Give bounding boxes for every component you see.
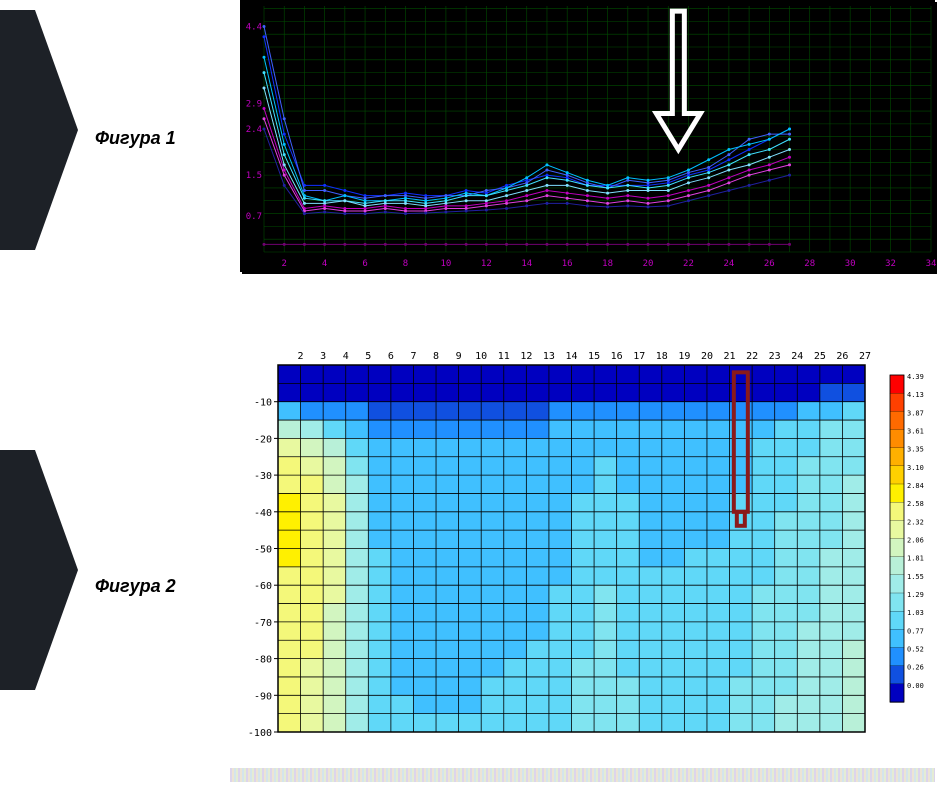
decor-strip (230, 768, 935, 782)
svg-text:0.52: 0.52 (907, 646, 924, 654)
svg-text:16: 16 (562, 259, 573, 269)
svg-text:2.9: 2.9 (246, 99, 262, 109)
svg-text:14: 14 (521, 259, 532, 269)
svg-text:4: 4 (322, 259, 327, 269)
svg-text:34: 34 (926, 259, 937, 269)
svg-text:12: 12 (481, 259, 492, 269)
svg-text:22: 22 (683, 259, 694, 269)
svg-text:32: 32 (885, 259, 896, 269)
svg-text:4.39: 4.39 (907, 373, 924, 381)
svg-text:0.00: 0.00 (907, 682, 924, 690)
caption-figure1: Фигура 1 (95, 128, 176, 149)
svg-text:-60: -60 (254, 581, 272, 592)
svg-text:3.10: 3.10 (907, 464, 924, 472)
svg-text:13: 13 (543, 351, 555, 362)
svg-text:-40: -40 (254, 508, 272, 519)
svg-text:-50: -50 (254, 545, 272, 556)
svg-text:4.4: 4.4 (246, 23, 262, 33)
svg-text:8: 8 (403, 259, 408, 269)
svg-text:1.29: 1.29 (907, 591, 924, 599)
svg-text:-100: -100 (248, 728, 272, 739)
svg-text:-30: -30 (254, 471, 272, 482)
heatmap-chart: 2345678910111213141516171819202122232425… (230, 345, 935, 740)
svg-text:2.32: 2.32 (907, 518, 924, 526)
svg-text:2.06: 2.06 (907, 537, 924, 545)
svg-text:-90: -90 (254, 691, 272, 702)
pointer-figure1 (0, 10, 80, 250)
pointer-figure2 (0, 450, 80, 690)
caption-figure2: Фигура 2 (95, 576, 176, 597)
svg-text:4.13: 4.13 (907, 391, 924, 399)
svg-text:17: 17 (633, 351, 645, 362)
svg-text:12: 12 (520, 351, 532, 362)
svg-text:10: 10 (440, 259, 451, 269)
svg-text:3.35: 3.35 (907, 446, 924, 454)
svg-text:-20: -20 (254, 434, 272, 445)
svg-text:2: 2 (298, 351, 304, 362)
svg-text:-80: -80 (254, 655, 272, 666)
svg-text:6: 6 (362, 259, 367, 269)
svg-text:26: 26 (836, 351, 848, 362)
svg-text:1.5: 1.5 (246, 171, 262, 181)
svg-text:18: 18 (602, 259, 613, 269)
svg-text:3: 3 (320, 351, 326, 362)
svg-text:9: 9 (456, 351, 462, 362)
svg-text:26: 26 (764, 259, 775, 269)
svg-text:0.7: 0.7 (246, 212, 262, 222)
svg-text:3.87: 3.87 (907, 409, 924, 417)
svg-text:28: 28 (804, 259, 815, 269)
svg-text:11: 11 (498, 351, 510, 362)
svg-text:0.26: 0.26 (907, 664, 924, 672)
svg-text:18: 18 (656, 351, 668, 362)
svg-text:3.61: 3.61 (907, 428, 924, 436)
svg-text:2.4: 2.4 (246, 125, 262, 135)
svg-text:0.77: 0.77 (907, 627, 924, 635)
svg-text:22: 22 (746, 351, 758, 362)
svg-text:-70: -70 (254, 618, 272, 629)
svg-text:6: 6 (388, 351, 394, 362)
svg-text:20: 20 (701, 351, 713, 362)
svg-text:8: 8 (433, 351, 439, 362)
svg-text:30: 30 (845, 259, 856, 269)
svg-text:16: 16 (611, 351, 623, 362)
svg-text:1.81: 1.81 (907, 555, 924, 563)
svg-text:24: 24 (791, 351, 803, 362)
svg-text:4: 4 (343, 351, 349, 362)
svg-text:10: 10 (475, 351, 487, 362)
svg-text:25: 25 (814, 351, 826, 362)
svg-text:20: 20 (643, 259, 654, 269)
svg-text:23: 23 (769, 351, 781, 362)
svg-text:14: 14 (565, 351, 577, 362)
svg-text:5: 5 (365, 351, 371, 362)
svg-text:1.55: 1.55 (907, 573, 924, 581)
line-chart: 2468101214161820222426283032340.71.52.42… (240, 0, 935, 272)
svg-text:27: 27 (859, 351, 871, 362)
svg-text:1.03: 1.03 (907, 609, 924, 617)
svg-text:2.58: 2.58 (907, 500, 924, 508)
svg-text:2.84: 2.84 (907, 482, 924, 490)
svg-text:15: 15 (588, 351, 600, 362)
svg-text:21: 21 (724, 351, 736, 362)
svg-text:2: 2 (282, 259, 287, 269)
svg-text:7: 7 (410, 351, 416, 362)
svg-text:24: 24 (723, 259, 734, 269)
svg-text:19: 19 (678, 351, 690, 362)
svg-text:-10: -10 (254, 398, 272, 409)
